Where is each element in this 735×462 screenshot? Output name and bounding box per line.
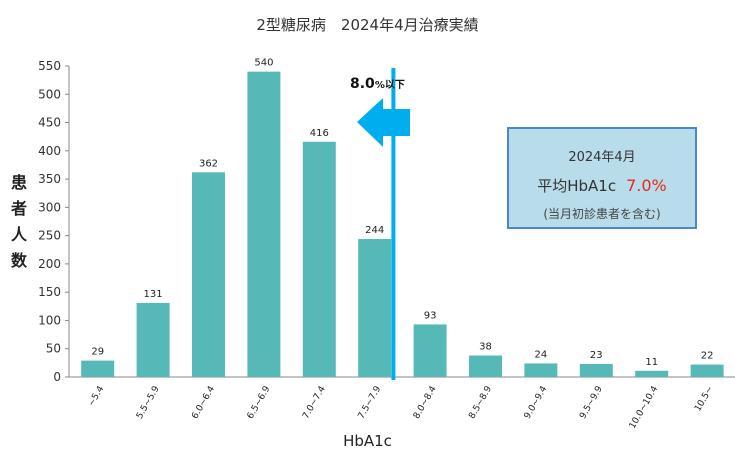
- bar-value-label: 93: [424, 310, 437, 321]
- bar: [524, 363, 558, 377]
- threshold-label-small: %以下: [374, 80, 405, 91]
- info-average-value: 7.0%: [626, 176, 667, 195]
- bar-value-label: 244: [365, 225, 384, 236]
- info-date: 2024年4月: [568, 150, 636, 165]
- bar: [690, 364, 724, 377]
- x-tick-label: 6.5~6.9: [246, 384, 273, 421]
- bar-value-label: 24: [535, 349, 548, 360]
- x-tick-label: 10.0~10.4: [628, 384, 661, 430]
- y-tick-label: 400: [38, 144, 61, 158]
- bar-value-label: 540: [254, 58, 273, 69]
- x-tick-label: 6.0~6.4: [190, 384, 217, 421]
- average-info-box: 2024年4月 平均HbA1c 7.0% (当月初診患者を含む): [507, 127, 697, 229]
- bar: [469, 355, 502, 377]
- bar: [81, 360, 115, 377]
- bar-value-label: 38: [479, 342, 492, 353]
- y-tick-label: 50: [46, 342, 61, 356]
- chart-title: 2型糖尿病 2024年4月治療実績: [256, 16, 479, 34]
- x-tick-label: ~5.4: [87, 384, 107, 408]
- y-tick-label: 100: [38, 313, 61, 327]
- y-tick-label: 350: [38, 172, 61, 186]
- threshold-label: 8.0%以下: [350, 76, 405, 92]
- y-tick-label: 450: [38, 116, 61, 130]
- y-tick-label: 500: [38, 87, 61, 101]
- bar-value-label: 23: [590, 350, 603, 361]
- x-tick-label: 7.5~7.9: [357, 384, 384, 421]
- y-tick-label: 150: [38, 285, 61, 299]
- x-axis-label: HbA1c: [343, 432, 392, 450]
- y-tick-label: 550: [38, 59, 61, 73]
- y-tick-label: 250: [38, 229, 61, 243]
- y-tick-label: 200: [38, 257, 61, 271]
- y-tick-label: 0: [53, 370, 61, 384]
- x-tick-label: 8.0~8.4: [412, 384, 439, 421]
- bar: [136, 302, 170, 377]
- threshold-label-main: 8.0: [350, 76, 375, 92]
- info-average: 平均HbA1c 7.0%: [509, 175, 695, 196]
- x-tick-label: 9.5~9.9: [578, 384, 605, 421]
- info-note: (当月初診患者を含む): [543, 207, 661, 221]
- x-tick-label: 5.5~5.9: [135, 384, 162, 421]
- bar: [635, 370, 669, 377]
- x-tick-label: 7.0~7.4: [301, 384, 328, 421]
- y-tick-label: 300: [38, 200, 61, 214]
- info-average-label: 平均HbA1c: [537, 177, 617, 195]
- bar: [413, 324, 447, 377]
- bar: [247, 71, 281, 378]
- bar-value-label: 362: [199, 158, 218, 169]
- bar: [302, 141, 336, 377]
- bar: [358, 239, 392, 377]
- bar: [579, 363, 613, 377]
- bar-value-label: 22: [701, 351, 714, 362]
- bar-value-label: 131: [144, 289, 163, 300]
- x-tick-label: 10.5~: [693, 385, 715, 414]
- x-tick-label: 9.0~9.4: [523, 384, 550, 421]
- x-tick-label: 8.5~8.9: [467, 384, 494, 421]
- y-axis-label: 患者人数: [10, 173, 27, 270]
- bar-value-label: 29: [91, 347, 104, 358]
- bar-value-label: 416: [310, 128, 329, 139]
- bar: [192, 172, 225, 377]
- left-arrow-icon: [357, 98, 410, 147]
- bar-value-label: 11: [645, 357, 658, 368]
